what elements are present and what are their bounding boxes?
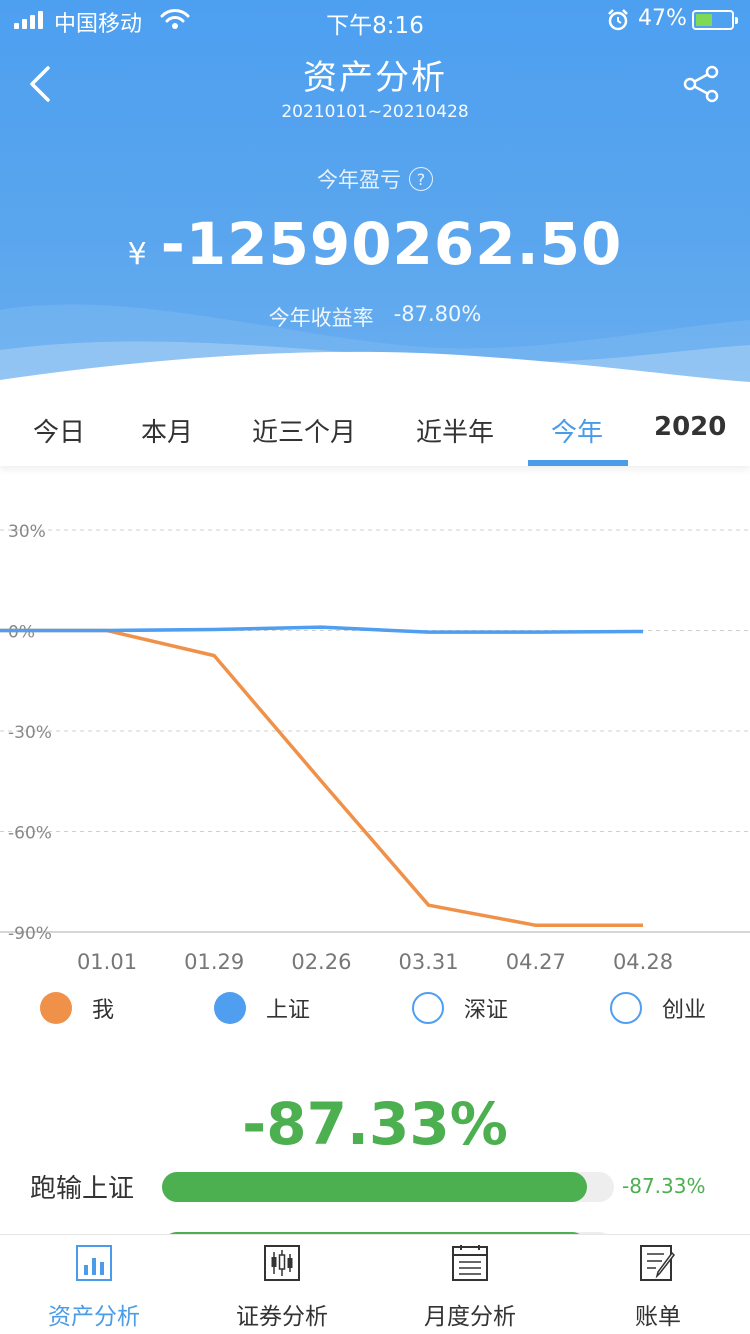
back-button[interactable] [22,62,62,106]
legend-label-me: 我 [92,998,115,1023]
help-icon[interactable]: ? [409,167,433,191]
legend-item-shanghai[interactable]: 上证 [214,992,310,1024]
status-bar: 中国移动 下午8:16 47% [0,0,750,40]
battery-icon [692,10,738,30]
tab-2020[interactable]: 2020 [654,412,727,442]
series-line-me [0,628,643,928]
nav-asset-analysis[interactable]: 资产分析 [0,1235,188,1334]
header-wave [0,304,750,400]
alarm-icon [608,9,628,31]
tab-this-month[interactable]: 本月 [140,418,193,448]
legend-item-shenzhen[interactable]: 深证 [412,992,508,1024]
legend-item-chinext[interactable]: 创业 [610,992,706,1024]
x-tick-label: 01.29 [184,950,244,974]
legend-dot-shanghai [214,992,246,1024]
y-tick-label: 30% [8,522,46,542]
nav-security-analysis[interactable]: 证券分析 [188,1235,376,1334]
tab-half-year[interactable]: 近半年 [415,418,494,448]
rate-label: 今年收益率 [268,306,374,330]
bar-chart-icon [76,1245,112,1281]
header: 中国移动 下午8:16 47% 资产分析 [0,0,750,400]
compare-bar-fill [162,1172,587,1202]
legend-dot-shenzhen [412,992,444,1024]
legend-label-shanghai: 上证 [266,998,311,1023]
y-tick-label: -90% [8,924,52,944]
x-tick-label: 01.01 [77,950,137,974]
chart-legend: 我 上证 深证 创业 [0,992,750,1032]
tab-today[interactable]: 今日 [32,418,85,448]
battery-level [696,14,712,26]
compare-label: 跑输上证 [30,1174,135,1204]
rate-value: -87.80% [393,302,482,326]
x-tick-label: 03.31 [399,950,459,974]
compare-value: -87.33% [622,1174,706,1198]
nav-label-security-analysis: 证券分析 [236,1304,328,1330]
period-tabs: 今日 本月 近三个月 近半年 今年 2020 [0,400,750,466]
x-tick-label: 04.27 [506,950,566,974]
wifi-icon [160,9,190,29]
nav-monthly-analysis[interactable]: 月度分析 [376,1235,564,1334]
x-tick-label: 04.28 [613,950,673,974]
nav-label-bills: 账单 [635,1304,681,1330]
tab-this-year[interactable]: 今年 [550,418,603,448]
compare-row-shanghai: 跑输上证 -87.33% [30,1168,730,1208]
nav-label-monthly-analysis: 月度分析 [424,1304,516,1330]
active-tab-indicator [528,460,628,466]
tab-three-months[interactable]: 近三个月 [251,418,356,448]
clock: 下午8:16 [326,13,424,39]
pnl-value: -12590262.50 [160,210,623,278]
bottom-nav: 资产分析 证券分析 月度分析 [0,1234,750,1334]
bill-edit-icon [640,1245,675,1281]
battery-percent: 47% [638,6,687,31]
carrier-name: 中国移动 [54,12,143,37]
series-line-shanghai [0,625,644,634]
legend-item-me[interactable]: 我 [40,992,114,1024]
legend-dot-chinext [610,992,642,1024]
legend-dot-me [40,992,72,1024]
legend-label-chinext: 创业 [662,998,707,1023]
nav-bills[interactable]: 账单 [564,1235,750,1334]
underperformance-percent: -87.33% [242,1090,508,1158]
calendar-icon [452,1245,488,1281]
return-chart: 30% 0% -30% -60% -90% 01.01 01.29 02.26 03.31 04.… [0,522,750,974]
date-range: 20210101~20210428 [281,102,469,122]
signal-icon [14,11,43,29]
rate-row: 今年收益率 -87.80% [0,302,750,332]
pnl-value-row: ¥ -12590262.50 [0,210,750,278]
x-tick-label: 02.26 [291,950,351,974]
y-tick-label: -30% [8,723,52,743]
pnl-label-row: 今年盈亏 ? [0,164,750,194]
y-tick-label: -60% [8,824,52,844]
share-button[interactable] [682,64,722,104]
legend-label-shenzhen: 深证 [464,998,509,1023]
y-tick-label: 0% [8,623,35,643]
page-title: 资产分析 [303,58,447,98]
currency-symbol: ¥ [127,237,147,272]
pnl-label: 今年盈亏 [317,168,401,192]
nav-label-asset-analysis: 资产分析 [48,1304,140,1330]
compare-bar-track [162,1172,614,1202]
candlestick-icon [264,1245,300,1281]
